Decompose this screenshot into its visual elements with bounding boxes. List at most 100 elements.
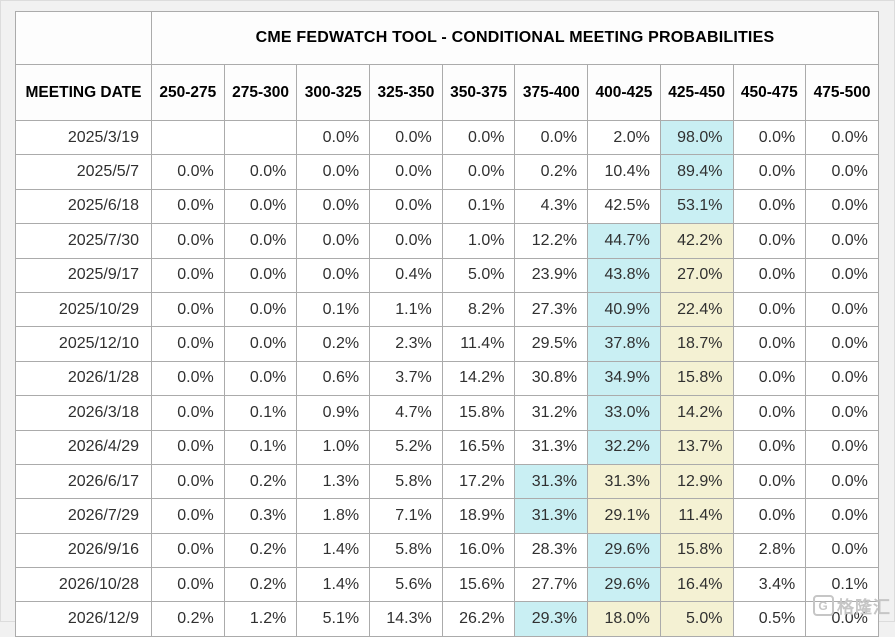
probability-cell: 43.8% bbox=[587, 257, 661, 293]
probability-cell: 0.2% bbox=[151, 601, 225, 637]
table-row: 2026/9/16 0.0% 0.2% 1.4% 5.8% 16.0% 28.3% 29.6%… bbox=[15, 532, 879, 569]
probability-cell: 0.0% bbox=[369, 154, 443, 190]
probability-cell: 12.2% bbox=[514, 223, 589, 259]
meeting-date-cell: 2025/6/18 bbox=[15, 188, 152, 225]
probability-cell: 2.0% bbox=[587, 119, 661, 156]
probability-cell: 0.2% bbox=[223, 463, 298, 500]
probability-cell: 0.0% bbox=[805, 223, 879, 259]
rate-range-header: 450-475 bbox=[732, 64, 807, 121]
probability-cell: 5.8% bbox=[369, 532, 443, 569]
probability-cell: 0.5% bbox=[732, 601, 807, 637]
probability-cell: 30.8% bbox=[514, 360, 589, 397]
probability-cell: 27.3% bbox=[514, 291, 589, 328]
probability-cell: 0.0% bbox=[151, 463, 225, 500]
meeting-date-cell: 2026/6/17 bbox=[15, 463, 152, 500]
probability-cell: 14.2% bbox=[441, 360, 516, 397]
probability-cell: 0.0% bbox=[223, 257, 298, 293]
rate-range-header: 250-275 bbox=[151, 64, 225, 121]
probability-cell: 0.0% bbox=[151, 326, 225, 362]
rate-range-header: 400-425 bbox=[587, 64, 661, 121]
probability-cell: 8.2% bbox=[441, 291, 516, 328]
probability-cell: 0.0% bbox=[732, 291, 807, 328]
probability-cell: 5.6% bbox=[369, 567, 443, 603]
probability-cell: 0.0% bbox=[805, 395, 879, 431]
probability-cell: 15.6% bbox=[441, 567, 516, 603]
probability-cell: 16.0% bbox=[441, 532, 516, 569]
probability-cell: 0.0% bbox=[151, 532, 225, 569]
probability-cell bbox=[223, 119, 298, 156]
probability-cell: 5.2% bbox=[369, 429, 443, 465]
probability-cell: 3.4% bbox=[732, 567, 807, 603]
probability-cell: 42.5% bbox=[587, 188, 661, 225]
probability-cell: 0.0% bbox=[369, 119, 443, 156]
probability-cell: 0.0% bbox=[223, 188, 298, 225]
probability-cell: 1.2% bbox=[223, 601, 298, 637]
probability-cell: 0.1% bbox=[296, 291, 371, 328]
probability-cell: 53.1% bbox=[659, 188, 734, 225]
probability-cell: 2.8% bbox=[732, 532, 807, 569]
meeting-date-cell: 2026/4/29 bbox=[15, 429, 152, 465]
probability-cell: 0.0% bbox=[151, 291, 225, 328]
meeting-date-cell: 2026/7/29 bbox=[15, 498, 152, 534]
probability-cell: 0.0% bbox=[732, 463, 807, 500]
table-row: 2026/1/28 0.0% 0.0% 0.6% 3.7% 14.2% 30.8% 34.9%… bbox=[15, 360, 879, 397]
probability-cell: 29.3% bbox=[514, 601, 589, 637]
probability-cell: 1.3% bbox=[296, 463, 371, 500]
probability-cell: 7.1% bbox=[369, 498, 443, 534]
rate-range-header: 300-325 bbox=[296, 64, 371, 121]
probability-cell: 0.0% bbox=[805, 291, 879, 328]
probability-cell: 0.0% bbox=[296, 188, 371, 225]
probability-cell: 0.4% bbox=[369, 257, 443, 293]
probability-cell: 1.4% bbox=[296, 532, 371, 569]
probability-cell: 0.0% bbox=[151, 567, 225, 603]
probability-cell: 0.0% bbox=[805, 188, 879, 225]
probability-cell: 0.0% bbox=[151, 395, 225, 431]
probability-cell: 0.0% bbox=[151, 360, 225, 397]
probability-cell: 89.4% bbox=[659, 154, 734, 190]
probability-cell: 0.1% bbox=[223, 429, 298, 465]
probability-cell: 14.3% bbox=[369, 601, 443, 637]
rate-range-header: 275-300 bbox=[223, 64, 298, 121]
probability-cell: 5.8% bbox=[369, 463, 443, 500]
probability-cell: 0.1% bbox=[441, 188, 516, 225]
probability-cell: 0.0% bbox=[732, 395, 807, 431]
meeting-date-cell: 2026/9/16 bbox=[15, 532, 152, 569]
rate-range-header: 350-375 bbox=[441, 64, 516, 121]
probability-cell: 0.0% bbox=[805, 463, 879, 500]
probability-cell: 0.0% bbox=[732, 188, 807, 225]
probability-cell bbox=[151, 119, 225, 156]
probability-cell: 31.3% bbox=[514, 429, 589, 465]
probability-cell: 0.2% bbox=[223, 532, 298, 569]
probability-cell: 0.0% bbox=[805, 429, 879, 465]
title-row: CME FEDWATCH TOOL - CONDITIONAL MEETING … bbox=[15, 11, 879, 65]
probability-cell: 0.0% bbox=[151, 429, 225, 465]
probability-cell: 15.8% bbox=[441, 395, 516, 431]
probability-cell: 0.0% bbox=[151, 154, 225, 190]
probability-cell: 0.2% bbox=[223, 567, 298, 603]
gelonghui-watermark: G 格隆汇 bbox=[813, 593, 891, 618]
probability-cell: 31.3% bbox=[587, 463, 661, 500]
table-row: 2025/7/30 0.0% 0.0% 0.0% 0.0% 1.0% 12.2% 44.7% 4… bbox=[15, 223, 879, 259]
probability-cell: 0.0% bbox=[441, 154, 516, 190]
gelonghui-logo-icon: G bbox=[813, 595, 834, 616]
rate-range-header: 425-450 bbox=[659, 64, 734, 121]
table-row: 2025/3/19 0.0% 0.0% 0.0% 0.0% 2.0% 98.0% 0.0% 0.… bbox=[15, 119, 879, 156]
probability-cell: 0.2% bbox=[296, 326, 371, 362]
probability-cell: 0.0% bbox=[223, 291, 298, 328]
probability-cell: 0.0% bbox=[223, 223, 298, 259]
probability-cell: 17.2% bbox=[441, 463, 516, 500]
probability-cell: 26.2% bbox=[441, 601, 516, 637]
table-row: 2026/4/29 0.0% 0.1% 1.0% 5.2% 16.5% 31.3% 32.2%… bbox=[15, 429, 879, 465]
probability-cell: 29.6% bbox=[587, 567, 661, 603]
meeting-date-cell: 2025/9/17 bbox=[15, 257, 152, 293]
probability-cell: 28.3% bbox=[514, 532, 589, 569]
probability-cell: 34.9% bbox=[587, 360, 661, 397]
probability-cell: 3.7% bbox=[369, 360, 443, 397]
probability-cell: 0.0% bbox=[151, 257, 225, 293]
probability-cell: 16.4% bbox=[659, 567, 734, 603]
probability-cell: 0.9% bbox=[296, 395, 371, 431]
probability-cell: 0.0% bbox=[223, 326, 298, 362]
probability-cell: 16.5% bbox=[441, 429, 516, 465]
table-row: 2025/12/10 0.0% 0.0% 0.2% 2.3% 11.4% 29.5% 37.8… bbox=[15, 326, 879, 362]
